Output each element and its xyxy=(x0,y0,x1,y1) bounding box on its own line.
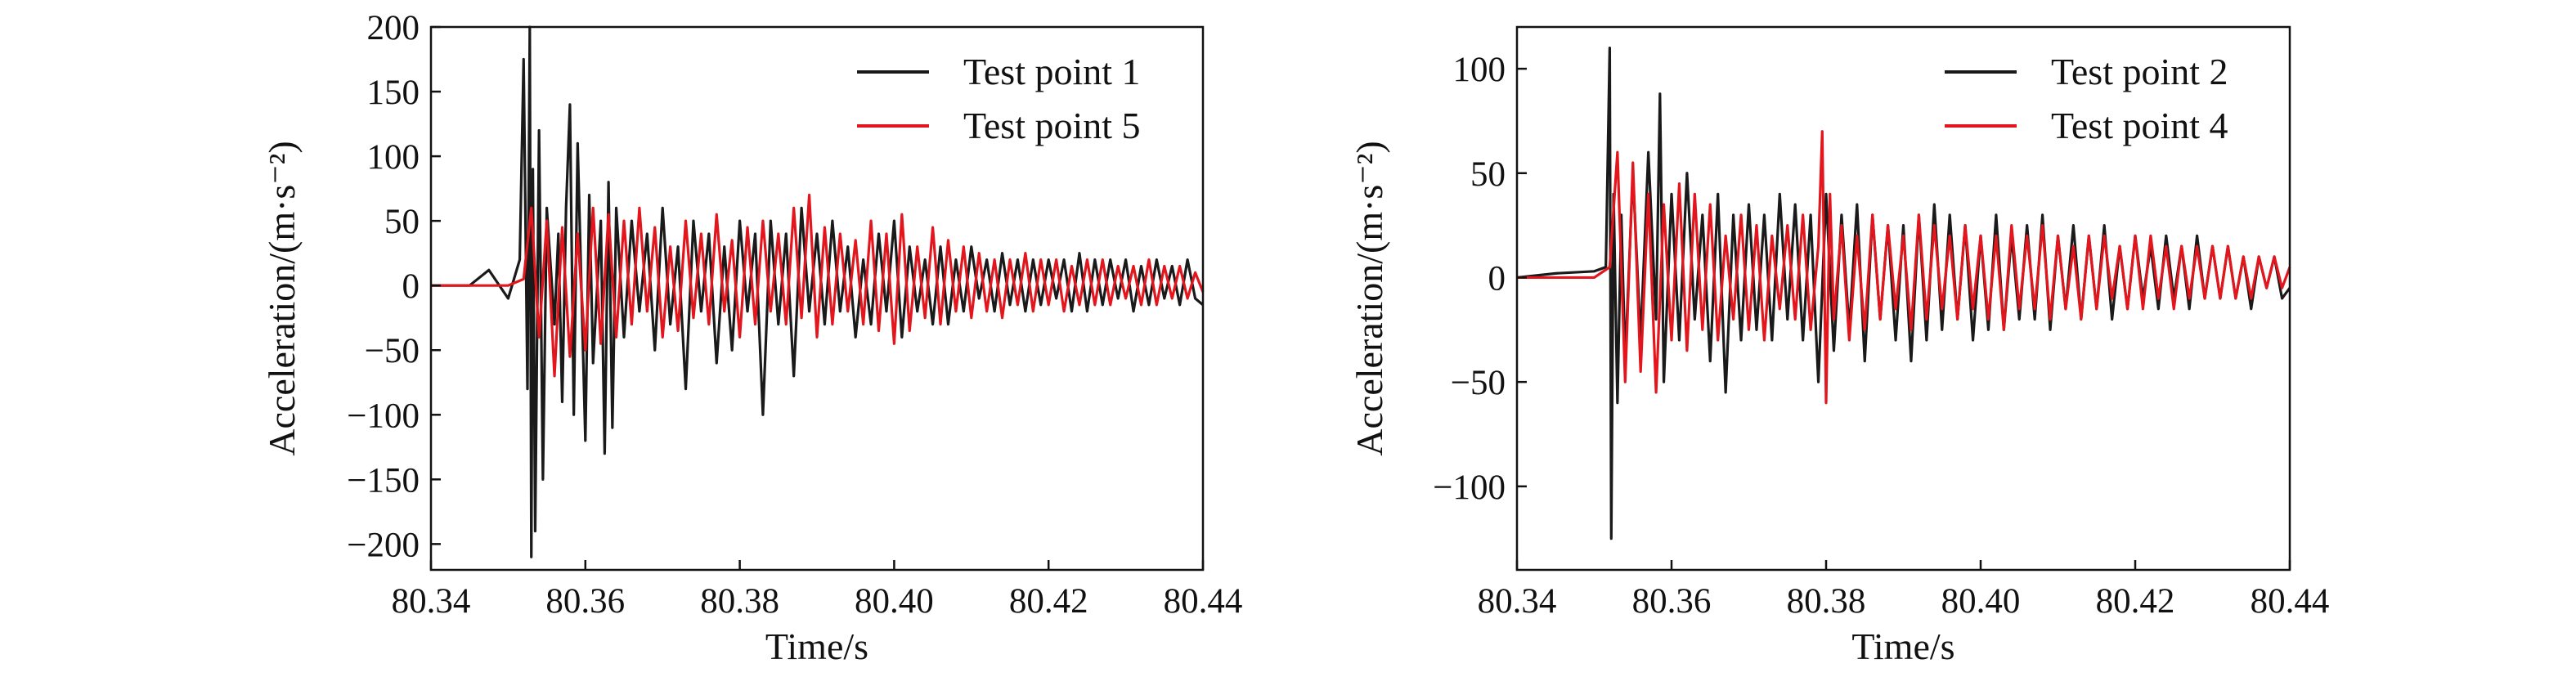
x-tick-label: 80.34 xyxy=(1478,582,1557,621)
y-tick-label: 50 xyxy=(384,203,420,241)
series-line-2 xyxy=(431,193,1205,378)
series-line-2 xyxy=(1517,130,2291,405)
legend-label-2: Test point 4 xyxy=(2051,105,2228,146)
x-tick-label: 80.36 xyxy=(1632,582,1712,621)
plot-frame xyxy=(1515,25,2291,572)
x-tick-label: 80.38 xyxy=(700,582,779,621)
chart-left: 80.34 80.36 80.38 80.40 80.42 80.44 200 150 100 5… xyxy=(261,9,1242,667)
y-tick-label: 150 xyxy=(367,74,420,112)
x-tick-label: 80.44 xyxy=(2251,582,2330,621)
y-tick-label: −50 xyxy=(365,332,420,370)
chart-right: 80.34 80.36 80.38 80.40 80.42 80.44 100 50 0 −50 −… xyxy=(1349,25,2330,667)
legend-label-2: Test point 5 xyxy=(963,105,1141,146)
y-tick-label: −100 xyxy=(347,397,420,435)
y-tick-label: −200 xyxy=(347,526,420,564)
plot-frame xyxy=(429,25,1205,572)
y-tick-label: 100 xyxy=(1453,51,1506,89)
y-tick-label: 200 xyxy=(367,9,420,47)
legend-label-1: Test point 1 xyxy=(963,51,1141,92)
x-tick-label: 80.40 xyxy=(855,582,934,621)
x-axis-title: Time/s xyxy=(1851,625,1954,667)
x-tick-label: 80.38 xyxy=(1787,582,1866,621)
x-tick-label: 80.36 xyxy=(545,582,625,621)
y-tick-label: 0 xyxy=(1488,259,1506,298)
y-tick-label: 0 xyxy=(402,267,420,306)
x-tick-label: 80.40 xyxy=(1941,582,2021,621)
x-tick-label: 80.44 xyxy=(1164,582,1243,621)
x-tick-label: 80.42 xyxy=(2096,582,2175,621)
x-axis-title: Time/s xyxy=(765,625,868,667)
y-tick-label: −100 xyxy=(1433,469,1506,507)
legend-label-1: Test point 2 xyxy=(2051,51,2228,92)
x-tick-label: 80.34 xyxy=(392,582,471,621)
y-tick-label: −50 xyxy=(1451,364,1506,402)
x-tick-label: 80.42 xyxy=(1009,582,1088,621)
series-line-1 xyxy=(431,25,1205,558)
y-tick-label: 100 xyxy=(367,138,420,177)
y-tick-label: 50 xyxy=(1470,155,1506,194)
y-tick-label: −150 xyxy=(347,461,420,500)
y-axis-title: Acceleration/(m·s⁻²) xyxy=(261,141,303,455)
y-axis-title: Acceleration/(m·s⁻²) xyxy=(1349,141,1390,455)
